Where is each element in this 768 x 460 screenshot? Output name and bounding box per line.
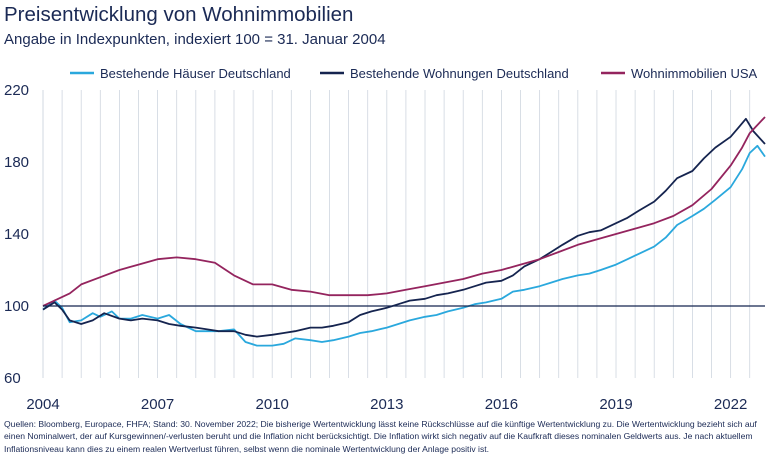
x-tick-label: 2013	[370, 396, 403, 413]
y-tick-label: 220	[4, 82, 29, 99]
y-axis-ticks: 220 180 140 100 60	[4, 82, 29, 387]
series-line-2	[42, 117, 766, 338]
series-line-1	[42, 144, 766, 347]
legend-label-2: Bestehende Wohnungen Deutschland	[350, 66, 569, 81]
chart-series	[42, 116, 766, 347]
x-tick-label: 2007	[141, 396, 174, 413]
y-tick-label: 60	[4, 370, 21, 387]
series-line-3	[42, 116, 766, 307]
chart-gridlines	[42, 90, 751, 378]
y-tick-label: 140	[4, 226, 29, 243]
chart-subtitle: Angabe in Indexpunkten, indexiert 100 = …	[4, 31, 386, 48]
legend-label-1: Bestehende Häuser Deutschland	[100, 66, 291, 81]
chart-title: Preisentwicklung von Wohnimmobilien	[4, 3, 354, 26]
x-tick-label: 2022	[714, 396, 747, 413]
source-footnote: Quellen: Bloomberg, Europace, FHFA; Stan…	[4, 419, 757, 454]
x-tick-label: 2019	[599, 396, 632, 413]
chart-legend: Bestehende Häuser Deutschland Bestehende …	[70, 66, 758, 81]
y-tick-label: 180	[4, 154, 29, 171]
x-tick-label: 2004	[26, 396, 59, 413]
y-tick-label: 100	[4, 298, 29, 315]
x-axis-ticks: 2004 2007 2010 2013 2016 2019 2022	[26, 396, 747, 413]
x-tick-label: 2016	[485, 396, 518, 413]
legend-label-3: Wohnimmobilien USA	[631, 66, 758, 81]
x-tick-label: 2010	[256, 396, 289, 413]
